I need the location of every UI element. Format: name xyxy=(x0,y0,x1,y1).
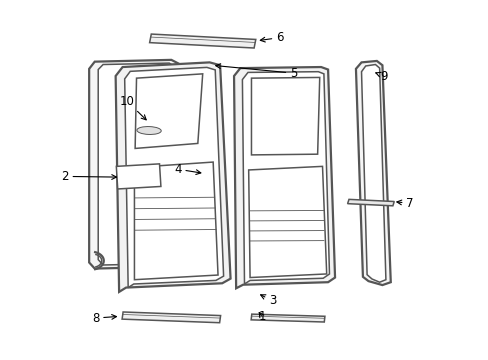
Polygon shape xyxy=(234,67,334,288)
Polygon shape xyxy=(115,62,230,292)
Polygon shape xyxy=(122,312,220,323)
Text: 8: 8 xyxy=(92,311,116,325)
Text: 7: 7 xyxy=(396,197,413,210)
Polygon shape xyxy=(251,77,319,155)
Text: 3: 3 xyxy=(260,294,276,307)
Text: 9: 9 xyxy=(375,69,387,82)
Polygon shape xyxy=(134,162,218,280)
Polygon shape xyxy=(347,199,393,206)
Ellipse shape xyxy=(137,127,161,135)
Text: 2: 2 xyxy=(61,170,116,183)
Polygon shape xyxy=(251,314,324,322)
Polygon shape xyxy=(355,61,390,285)
Polygon shape xyxy=(124,67,223,288)
Polygon shape xyxy=(149,34,255,48)
Text: 10: 10 xyxy=(120,95,146,120)
Text: 5: 5 xyxy=(215,64,297,80)
Polygon shape xyxy=(135,74,203,148)
Polygon shape xyxy=(98,63,173,265)
Text: 1: 1 xyxy=(258,310,265,324)
Text: 4: 4 xyxy=(174,163,201,176)
Polygon shape xyxy=(89,60,178,269)
Polygon shape xyxy=(242,72,329,284)
Polygon shape xyxy=(248,166,326,278)
Text: 6: 6 xyxy=(260,31,283,44)
Polygon shape xyxy=(116,164,161,189)
Polygon shape xyxy=(361,64,385,282)
